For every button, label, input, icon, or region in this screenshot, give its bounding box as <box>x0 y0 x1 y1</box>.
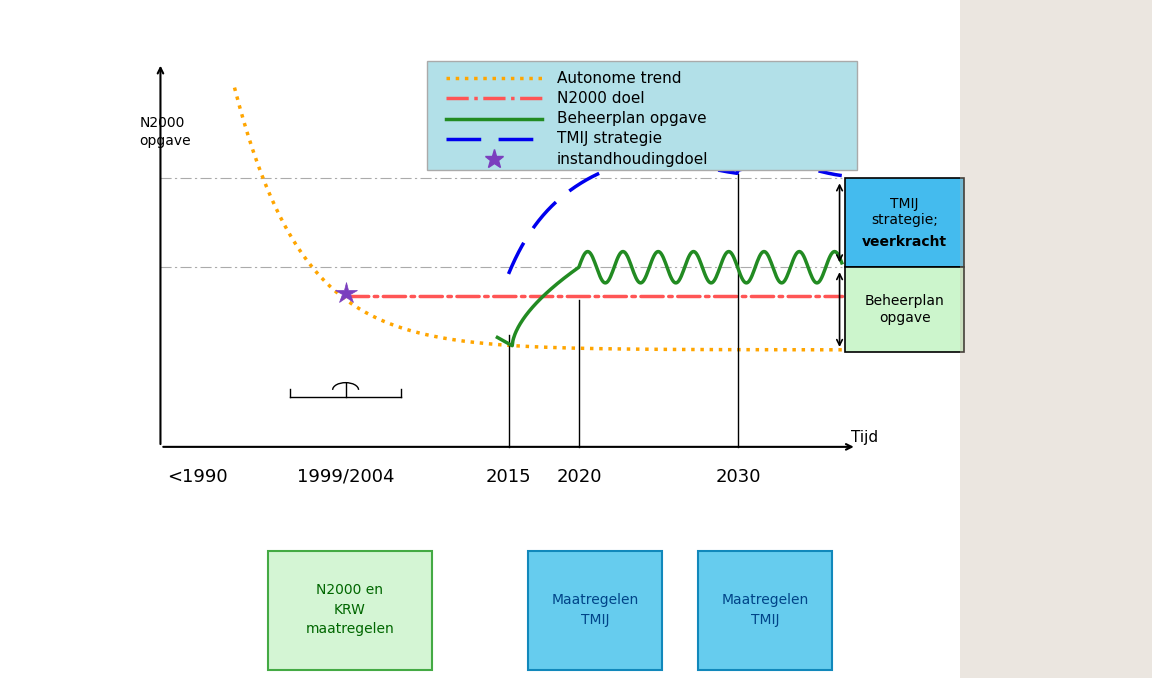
FancyBboxPatch shape <box>528 551 662 670</box>
Text: TMIJ strategie: TMIJ strategie <box>556 132 661 146</box>
Text: Maatregelen
TMIJ: Maatregelen TMIJ <box>721 593 809 626</box>
FancyBboxPatch shape <box>698 551 832 670</box>
Text: 1999/2004: 1999/2004 <box>297 468 394 485</box>
Text: instandhoudingdoel: instandhoudingdoel <box>556 151 708 167</box>
FancyBboxPatch shape <box>268 551 432 670</box>
Text: N2000
opgave: N2000 opgave <box>139 117 191 148</box>
FancyBboxPatch shape <box>427 61 857 170</box>
FancyBboxPatch shape <box>846 178 964 267</box>
Text: <1990: <1990 <box>167 468 228 485</box>
Text: N2000 en
KRW
maatregelen: N2000 en KRW maatregelen <box>305 584 394 637</box>
FancyBboxPatch shape <box>960 0 1152 678</box>
Text: TMIJ
strategie;: TMIJ strategie; <box>871 197 938 227</box>
Text: 2020: 2020 <box>556 468 601 485</box>
Text: Tijd: Tijd <box>850 431 878 445</box>
Text: Maatregelen
TMIJ: Maatregelen TMIJ <box>552 593 638 626</box>
Text: N2000 doel: N2000 doel <box>556 91 644 106</box>
Text: 2030: 2030 <box>715 468 760 485</box>
Text: veerkracht: veerkracht <box>862 235 947 250</box>
Text: Autonome trend: Autonome trend <box>556 71 681 85</box>
Text: Beheerplan
opgave: Beheerplan opgave <box>865 294 945 325</box>
FancyBboxPatch shape <box>846 267 964 352</box>
Text: Beheerplan opgave: Beheerplan opgave <box>556 111 706 126</box>
Text: 2015: 2015 <box>486 468 531 485</box>
